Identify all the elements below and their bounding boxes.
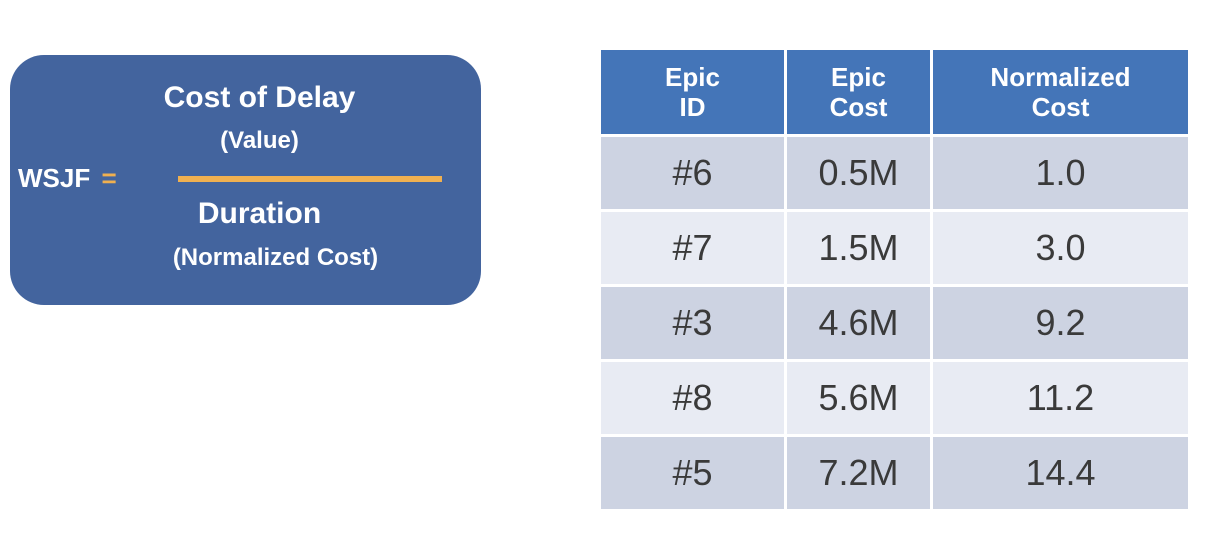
epic-id-cell: #8 (598, 359, 787, 437)
header-epic-cost: Epic Cost (784, 47, 933, 137)
wsjf-formula-box: WSJF = Cost of Delay (Value) Duration (N… (10, 55, 481, 305)
epic-id-cell: #5 (598, 434, 787, 512)
table-header-row: Epic ID Epic Cost Normalized Cost (598, 47, 1191, 137)
epic-cost-cell: 0.5M (784, 134, 933, 212)
header-epic-id: Epic ID (598, 47, 787, 137)
normalized-cost-cell: 3.0 (930, 209, 1191, 287)
table-row: #3 4.6M 9.2 (598, 284, 1191, 362)
epic-id-cell: #3 (598, 284, 787, 362)
numerator-text: Cost of Delay (163, 81, 356, 114)
epic-cost-cell: 5.6M (784, 359, 933, 437)
normalized-cost-cell: 1.0 (930, 134, 1191, 212)
table-row: #7 1.5M 3.0 (598, 209, 1191, 287)
table-row: #8 5.6M 11.2 (598, 359, 1191, 437)
equals-sign: = (101, 163, 117, 193)
normalized-cost-cell: 11.2 (930, 359, 1191, 437)
epic-id-cell: #7 (598, 209, 787, 287)
header-line: ID (679, 92, 706, 122)
normalized-cost-cell: 9.2 (930, 284, 1191, 362)
header-normalized-cost: Normalized Cost (930, 47, 1191, 137)
denominator-text: Duration (197, 197, 322, 230)
epic-cost-cell: 7.2M (784, 434, 933, 512)
epic-id-cell: #6 (598, 134, 787, 212)
header-line: Cost (1031, 92, 1090, 122)
epic-cost-cell: 4.6M (784, 284, 933, 362)
wsjf-label: WSJF = (18, 163, 117, 193)
header-line: Epic (831, 62, 886, 92)
wsjf-term: WSJF (18, 163, 91, 193)
normalized-cost-cell: 14.4 (930, 434, 1191, 512)
header-line: Epic (665, 62, 720, 92)
numerator-subtext: (Value) (220, 127, 299, 154)
table-row: #5 7.2M 14.4 (598, 434, 1191, 512)
header-line: Cost (829, 92, 888, 122)
denominator-subtext: (Normalized Cost) (172, 244, 379, 271)
table-row: #6 0.5M 1.0 (598, 134, 1191, 212)
epic-cost-cell: 1.5M (784, 209, 933, 287)
fraction-bar (178, 176, 442, 182)
header-line: Normalized (990, 62, 1131, 92)
epic-cost-table: Epic ID Epic Cost Normalized Cost #6 0.5… (598, 47, 1191, 512)
